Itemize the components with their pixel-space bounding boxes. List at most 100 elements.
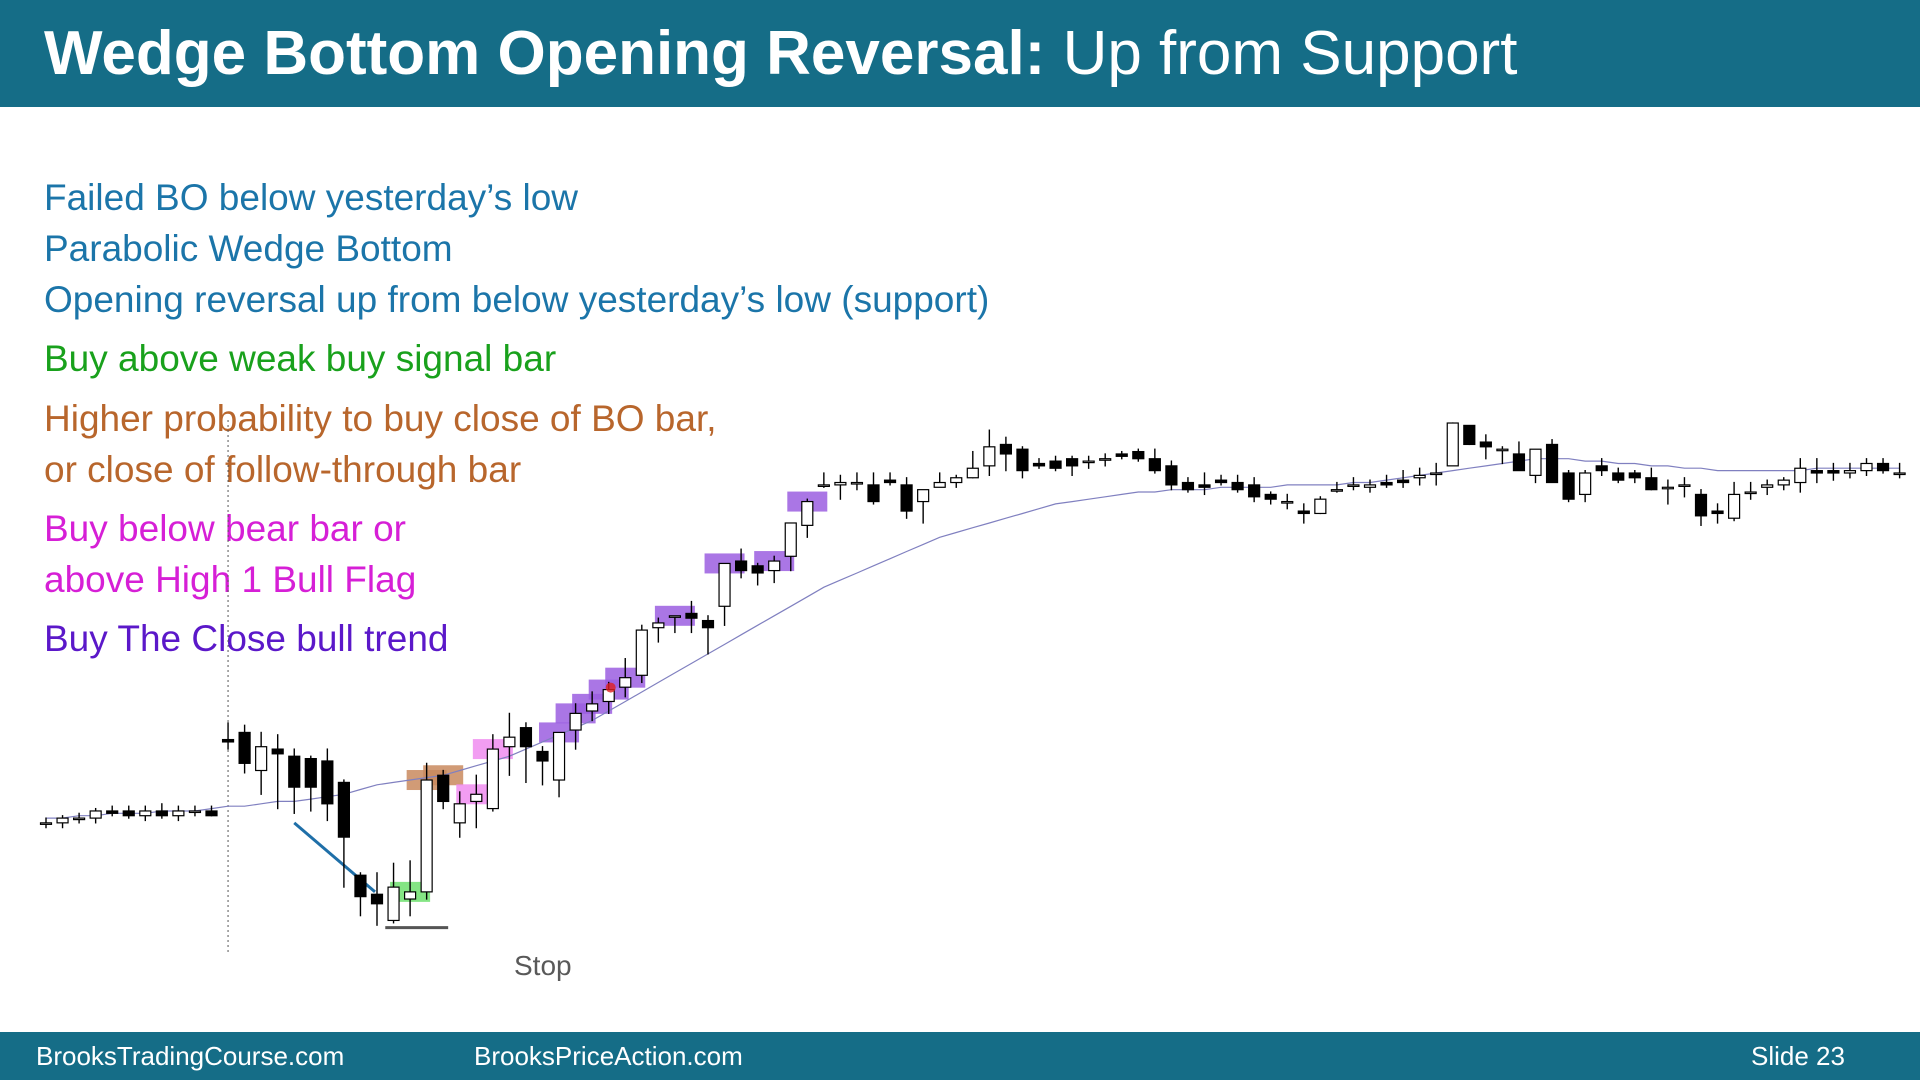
bear-candle bbox=[1380, 481, 1393, 486]
bear-candle bbox=[1612, 472, 1625, 481]
stop-label: Stop bbox=[514, 950, 572, 981]
bull-candle bbox=[1082, 460, 1095, 464]
bear-candle bbox=[288, 755, 301, 788]
bear-candle bbox=[751, 565, 764, 574]
bull-candle bbox=[1430, 472, 1443, 476]
bull-candle bbox=[1413, 474, 1426, 479]
bear-candle bbox=[1396, 479, 1410, 484]
title-bar: Wedge Bottom Opening Reversal: Up from S… bbox=[0, 0, 1920, 107]
bull-candle bbox=[56, 817, 69, 824]
note-higher-probability: Higher probability to buy close of BO ba… bbox=[44, 398, 717, 439]
bear-candle bbox=[883, 479, 897, 484]
bull-candle bbox=[817, 484, 830, 487]
bear-candle bbox=[1165, 465, 1178, 486]
note-parabolic-wedge: Parabolic Wedge Bottom bbox=[44, 228, 453, 269]
bear-candle bbox=[205, 810, 218, 817]
bear-candle bbox=[1711, 510, 1724, 515]
bear-candle bbox=[1562, 472, 1575, 500]
moving-average-line bbox=[46, 458, 1900, 819]
bear-candle bbox=[304, 757, 317, 788]
bear-candle bbox=[1595, 465, 1608, 472]
bull-candle bbox=[453, 803, 466, 824]
bull-candle bbox=[784, 522, 797, 557]
bear-candle bbox=[370, 893, 384, 905]
bull-candle bbox=[569, 712, 582, 731]
bull-candle bbox=[387, 886, 400, 922]
bull-candle bbox=[1843, 470, 1857, 474]
bull-candle bbox=[718, 562, 731, 607]
note-failed-bo: Failed BO below yesterday’s low bbox=[44, 177, 579, 218]
bull-candle bbox=[1661, 486, 1675, 490]
bear-candle bbox=[1297, 510, 1310, 515]
entry-marker-dot bbox=[605, 682, 616, 693]
bear-candle bbox=[354, 874, 367, 898]
bull-candle bbox=[1314, 498, 1327, 515]
bull-candle bbox=[1281, 500, 1294, 504]
bull-candle bbox=[668, 615, 682, 618]
bear-candle bbox=[271, 748, 284, 755]
bull-candle bbox=[801, 500, 814, 526]
bear-candle bbox=[155, 810, 168, 817]
bear-candle bbox=[1214, 479, 1228, 484]
bear-candle bbox=[1049, 460, 1062, 469]
bull-candle bbox=[635, 629, 648, 676]
bear-candle bbox=[1479, 441, 1492, 448]
bear-candle bbox=[1032, 462, 1046, 467]
bear-candle bbox=[1810, 470, 1823, 474]
bull-candle bbox=[39, 822, 53, 825]
bull-candle bbox=[652, 622, 665, 629]
bull-candle bbox=[1777, 479, 1790, 486]
bull-candle bbox=[503, 736, 516, 748]
bull-candle bbox=[1446, 422, 1459, 467]
bull-candle bbox=[1099, 458, 1112, 461]
bull-candle bbox=[1678, 484, 1691, 487]
bear-candle bbox=[238, 731, 251, 764]
bear-candle bbox=[734, 560, 748, 572]
slide-title-bold: Wedge Bottom Opening Reversal: bbox=[44, 19, 1046, 88]
bull-candle bbox=[1496, 448, 1509, 452]
note-opening-reversal: Opening reversal up from below yesterday… bbox=[44, 279, 990, 320]
bear-candle bbox=[221, 738, 235, 743]
footer-site-course: BrooksTradingCourse.com bbox=[36, 1041, 345, 1071]
note-follow-through: or close of follow-through bar bbox=[44, 449, 522, 490]
bear-candle bbox=[1132, 450, 1145, 460]
bear-candle bbox=[1231, 481, 1244, 491]
bear-candle bbox=[519, 727, 533, 748]
slide-title: Wedge Bottom Opening Reversal: Up from S… bbox=[44, 14, 1517, 94]
bear-candle bbox=[1645, 477, 1658, 491]
bull-candle bbox=[966, 467, 979, 479]
bull-candle bbox=[552, 731, 566, 781]
bear-candle bbox=[867, 484, 880, 503]
bull-candle bbox=[72, 817, 86, 821]
bull-candle bbox=[470, 793, 483, 803]
note-high1-bull-flag: above High 1 Bull Flag bbox=[44, 559, 417, 600]
slide-title-rest: Up from Support bbox=[1062, 19, 1518, 88]
bull-candle bbox=[139, 810, 152, 817]
footer-site-price-action: BrooksPriceAction.com bbox=[474, 1041, 743, 1071]
bear-candle bbox=[122, 810, 135, 817]
bull-candle bbox=[768, 560, 781, 572]
bear-candle bbox=[106, 810, 119, 814]
bear-candle bbox=[1115, 453, 1128, 457]
bear-candle bbox=[701, 619, 715, 629]
note-buy-the-close: Buy The Close bull trend bbox=[44, 618, 449, 659]
bull-candle bbox=[950, 477, 963, 484]
bull-candle bbox=[1761, 484, 1774, 488]
bull-candle bbox=[1744, 491, 1757, 495]
bear-candle bbox=[1264, 493, 1277, 500]
bear-candle bbox=[1545, 443, 1559, 484]
bull-candle bbox=[1347, 484, 1360, 487]
bear-candle bbox=[1463, 424, 1476, 446]
bull-candle bbox=[917, 489, 930, 503]
bull-candle bbox=[1529, 448, 1542, 476]
bear-candle bbox=[1628, 472, 1641, 479]
bear-candle bbox=[999, 443, 1013, 455]
note-buy-above-signal: Buy above weak buy signal bar bbox=[44, 338, 557, 379]
bear-candle bbox=[437, 774, 450, 803]
bear-candle bbox=[337, 781, 350, 838]
bull-candle bbox=[172, 810, 185, 817]
bull-candle bbox=[404, 891, 417, 900]
bear-candle bbox=[1694, 493, 1708, 517]
note-buy-below-bear: Buy below bear bar or bbox=[44, 508, 406, 549]
